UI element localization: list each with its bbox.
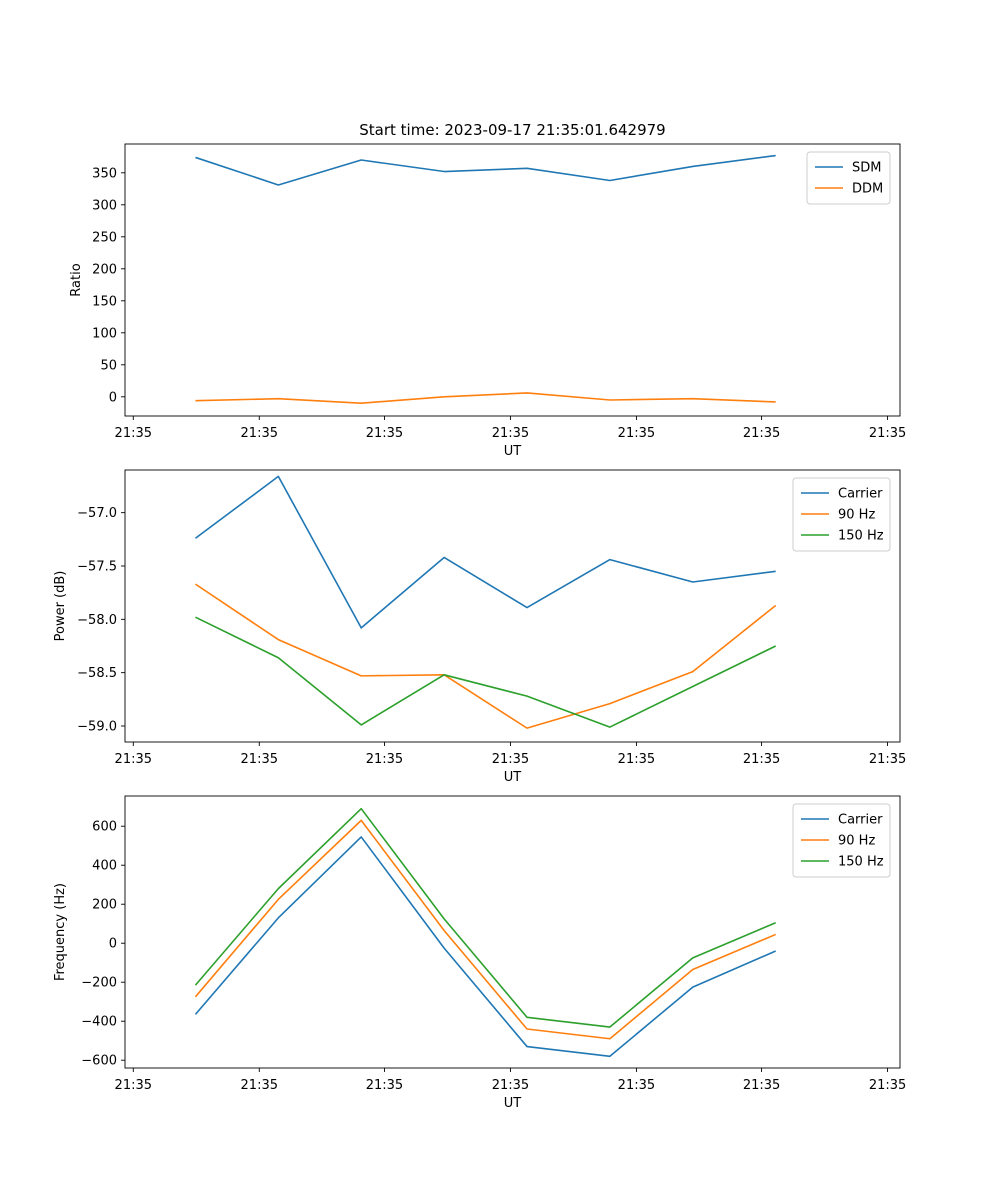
y-tick-label: −57.0 bbox=[77, 506, 117, 521]
legend: SDM DDM bbox=[806, 151, 891, 205]
y-tick-label: −600 bbox=[81, 1054, 117, 1069]
y-tick-label: −400 bbox=[81, 1015, 117, 1030]
x-tick-label: 21:35 bbox=[743, 426, 780, 441]
y-tick-label: 350 bbox=[92, 166, 117, 181]
legend-label: 90 Hz bbox=[838, 508, 875, 523]
y-tick-label: 100 bbox=[92, 326, 117, 341]
y-tick-label: 0 bbox=[109, 937, 117, 952]
series-line-90-hz bbox=[195, 583, 777, 729]
x-tick-label: 21:35 bbox=[366, 426, 403, 441]
series-line-90-hz bbox=[194, 819, 776, 1040]
x-tick-label: 21:35 bbox=[743, 1078, 780, 1093]
y-tick-label: 400 bbox=[92, 859, 117, 874]
x-tick-label: 21:35 bbox=[618, 752, 655, 767]
series-line-carrier bbox=[194, 475, 776, 629]
series-line-carrier bbox=[194, 836, 776, 1058]
panel-3: 21:35 21:35 21:35 21:35 21:35 21:35 21:35 −600 −… bbox=[53, 795, 906, 1111]
series-line-150-hz bbox=[195, 616, 777, 728]
legend-label: 150 Hz bbox=[838, 855, 884, 870]
x-tick-label: 21:35 bbox=[366, 1078, 403, 1093]
legend-box bbox=[806, 151, 891, 205]
legend-label: 90 Hz bbox=[838, 834, 875, 849]
x-axis-label: UT bbox=[504, 1096, 522, 1111]
y-tick-label: −57.5 bbox=[77, 560, 117, 575]
legend-label: DDM bbox=[852, 182, 883, 197]
legend-label: Carrier bbox=[838, 813, 883, 828]
axes-frame bbox=[124, 143, 901, 417]
y-tick-label: 50 bbox=[100, 358, 117, 373]
x-tick-label: 21:35 bbox=[869, 426, 906, 441]
panel-1: 21:35 21:35 21:35 21:35 21:35 21:35 21:35 0 50 10… bbox=[69, 143, 906, 459]
series-line-sdm bbox=[195, 154, 776, 186]
y-tick-label: 150 bbox=[92, 294, 117, 309]
x-tick-label: 21:35 bbox=[492, 752, 529, 767]
x-tick-label: 21:35 bbox=[869, 1078, 906, 1093]
x-tick-label: 21:35 bbox=[618, 426, 655, 441]
axes-frame bbox=[124, 469, 901, 743]
x-tick-label: 21:35 bbox=[241, 426, 278, 441]
y-tick-label: 250 bbox=[92, 230, 117, 245]
x-tick-label: 21:35 bbox=[115, 426, 152, 441]
x-tick-label: 21:35 bbox=[366, 752, 403, 767]
axes-frame bbox=[124, 795, 901, 1069]
y-tick-label: 600 bbox=[92, 820, 117, 835]
y-tick-label: −59.0 bbox=[77, 720, 117, 735]
legend-label: 150 Hz bbox=[838, 529, 884, 544]
x-axis-label: UT bbox=[504, 770, 522, 785]
x-tick-label: 21:35 bbox=[618, 1078, 655, 1093]
y-tick-label: −58.5 bbox=[77, 666, 117, 681]
y-tick-label: −58.0 bbox=[77, 613, 117, 628]
x-tick-label: 21:35 bbox=[115, 1078, 152, 1093]
y-tick-label: 200 bbox=[92, 262, 117, 277]
legend: Carrier 90 Hz 150 Hz bbox=[792, 803, 891, 878]
x-tick-label: 21:35 bbox=[115, 752, 152, 767]
y-tick-label: 300 bbox=[92, 198, 117, 213]
series-line-ddm bbox=[195, 392, 776, 405]
x-axis-label: UT bbox=[504, 444, 522, 459]
legend: Carrier 90 Hz 150 Hz bbox=[792, 477, 891, 552]
x-tick-label: 21:35 bbox=[241, 752, 278, 767]
legend-label: Carrier bbox=[838, 487, 883, 502]
x-tick-label: 21:35 bbox=[241, 1078, 278, 1093]
x-tick-label: 21:35 bbox=[869, 752, 906, 767]
y-axis-label: Frequency (Hz) bbox=[53, 883, 68, 981]
y-tick-label: 0 bbox=[109, 390, 117, 405]
y-tick-label: −200 bbox=[81, 976, 117, 991]
legend-box bbox=[792, 477, 891, 552]
series-line-150-hz bbox=[194, 807, 776, 1028]
x-tick-label: 21:35 bbox=[492, 426, 529, 441]
legend-label: SDM bbox=[852, 161, 881, 176]
y-tick-label: 200 bbox=[92, 898, 117, 913]
x-tick-label: 21:35 bbox=[743, 752, 780, 767]
legend-box bbox=[792, 803, 891, 878]
chart-title: Start time: 2023-09-17 21:35:01.642979 bbox=[359, 121, 665, 139]
panels: 21:35 21:35 21:35 21:35 21:35 21:35 21:35 0 50 10… bbox=[53, 143, 906, 1111]
panel-2: 21:35 21:35 21:35 21:35 21:35 21:35 21:35 −59.0… bbox=[53, 469, 906, 785]
x-tick-label: 21:35 bbox=[492, 1078, 529, 1093]
y-axis-label: Ratio bbox=[69, 263, 84, 296]
y-axis-label: Power (dB) bbox=[53, 571, 68, 642]
